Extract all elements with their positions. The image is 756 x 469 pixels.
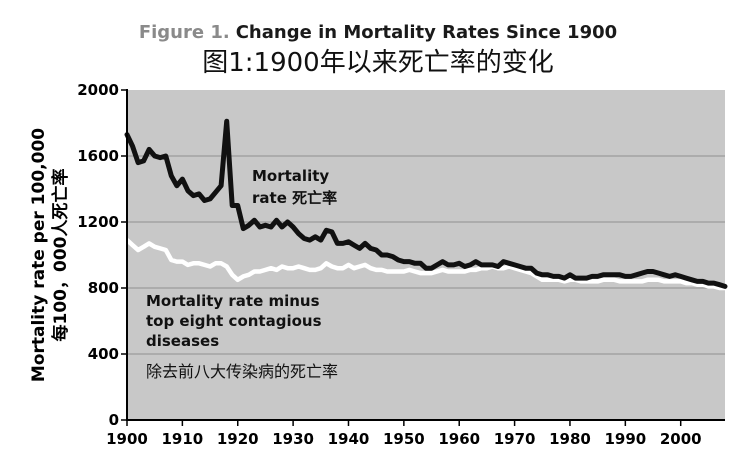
series-label-minus-line: top eight contagious: [146, 312, 322, 330]
x-tick-label: 1920: [217, 430, 259, 448]
x-tick-label: 1980: [549, 430, 591, 448]
series-layer: [124, 118, 728, 291]
series-label-minus-line: Mortality rate minus: [146, 292, 320, 310]
y-tick-label: 0: [109, 411, 119, 429]
x-tick-label: 1970: [494, 430, 536, 448]
x-tick-label: 1910: [161, 430, 203, 448]
x-tick-labels: 1900 1910 1920 1930 1940 1950 1960 1970 1980 1990…: [106, 430, 701, 448]
chart-title: Figure 1. Change in Mortality Rates Since…: [139, 22, 617, 43]
series-line-minus-contagious: [124, 237, 728, 291]
series-label-total-line: Mortality: [252, 167, 329, 185]
x-tick-label: 1930: [272, 430, 314, 448]
x-tick-label: 1990: [604, 430, 646, 448]
title-main: Change in Mortality Rates Since 1900: [236, 22, 617, 43]
title-prefix: Figure 1.: [139, 22, 230, 43]
series-label-total: Mortality rate 死亡率: [252, 167, 337, 207]
y-tick-label: 1200: [77, 213, 119, 231]
y-axis-label: Mortality rate per 100,000: [29, 128, 49, 382]
x-tick-label: 1960: [438, 430, 480, 448]
y-tick-label: 2000: [77, 81, 119, 99]
series-label-minus: Mortality rate minus top eight contagious…: [146, 292, 338, 381]
series-label-minus-line: 除去前八大传染病的死亡率: [146, 362, 338, 381]
series-line-total-mortality: [124, 118, 728, 289]
y-axis-label-cn: 每100，000人死亡率: [50, 169, 71, 342]
x-tick-label: 1900: [106, 430, 148, 448]
y-tick-label: 1600: [77, 147, 119, 165]
y-tick-label: 400: [88, 345, 119, 363]
x-tick-label: 1950: [383, 430, 425, 448]
axes: [121, 89, 725, 426]
series-label-minus-line: diseases: [146, 332, 219, 350]
y-tick-labels: 0 400 800 1200 1600 2000: [77, 81, 119, 429]
chart-subtitle: 图1:1900年以来死亡率的变化: [202, 48, 553, 78]
x-tick-label: 2000: [660, 430, 702, 448]
y-tick-label: 800: [88, 279, 119, 297]
x-tick-label: 1940: [328, 430, 370, 448]
series-label-total-line: rate 死亡率: [252, 189, 337, 207]
